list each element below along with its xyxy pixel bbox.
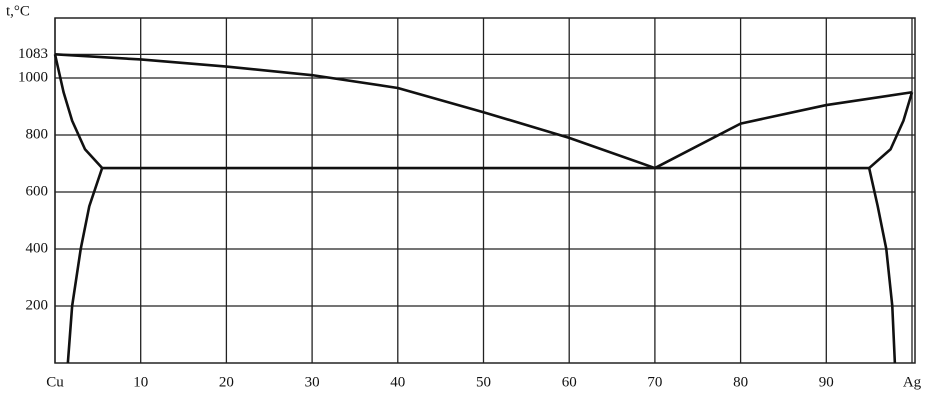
x-tick-label: 60 — [562, 374, 577, 390]
y-tick-label: 1000 — [18, 69, 48, 85]
x-tick-label: 90 — [819, 374, 834, 390]
x-tick-label: 50 — [476, 374, 491, 390]
phase-boundary — [868, 91, 914, 170]
phase-boundary — [53, 54, 104, 169]
x-tick-label: 30 — [305, 374, 320, 390]
y-tick-label: 600 — [26, 183, 49, 199]
plot-frame — [54, 17, 916, 364]
y-axis-label: t,°C — [6, 3, 30, 19]
y-tick-label: 200 — [26, 297, 49, 313]
y-tick-label: 1083 — [18, 46, 48, 62]
y-tick-label: 800 — [26, 126, 49, 142]
x-tick-label: 20 — [219, 374, 234, 390]
phase-boundary — [54, 53, 656, 170]
x-tick-label: 40 — [390, 374, 405, 390]
phase-boundary — [867, 167, 897, 364]
x-tick-label: 70 — [647, 374, 662, 390]
x-tick-label: 80 — [733, 374, 748, 390]
y-tick-label: 400 — [26, 240, 49, 256]
x-tick-label: 10 — [133, 374, 148, 390]
phase-boundary — [66, 167, 104, 364]
x-tick-label: Cu — [46, 374, 64, 390]
phase-boundary — [654, 90, 913, 170]
x-tick-label: Ag — [903, 374, 922, 390]
